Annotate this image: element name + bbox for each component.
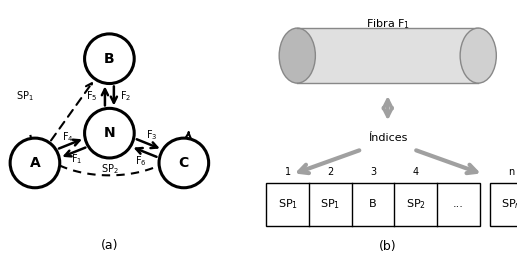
Text: F$_3$: F$_3$ xyxy=(146,128,158,141)
Text: ...: ... xyxy=(453,199,464,210)
Text: C: C xyxy=(179,156,189,170)
Text: Fibra F$_1$: Fibra F$_1$ xyxy=(366,17,410,31)
Text: SP$_1$: SP$_1$ xyxy=(320,197,340,211)
Text: F$_4$: F$_4$ xyxy=(62,130,73,144)
Text: F$_6$: F$_6$ xyxy=(135,154,147,168)
Circle shape xyxy=(85,34,134,83)
Text: SP$_2$: SP$_2$ xyxy=(100,162,118,176)
Text: (a): (a) xyxy=(101,239,118,252)
Text: 1: 1 xyxy=(284,167,291,177)
Text: 4: 4 xyxy=(413,167,419,177)
Bar xyxy=(266,183,480,226)
Text: N: N xyxy=(103,126,115,140)
Polygon shape xyxy=(297,28,478,83)
Text: 3: 3 xyxy=(370,167,376,177)
Text: F$_1$: F$_1$ xyxy=(71,152,82,166)
Bar xyxy=(490,183,517,226)
Text: Índices: Índices xyxy=(368,133,407,143)
Text: A: A xyxy=(29,156,40,170)
Text: F$_5$: F$_5$ xyxy=(85,89,97,103)
Text: SP$_2$: SP$_2$ xyxy=(405,197,425,211)
Text: 2: 2 xyxy=(327,167,333,177)
Text: SP$_n$: SP$_n$ xyxy=(501,197,517,211)
Circle shape xyxy=(10,138,60,188)
Text: B: B xyxy=(104,52,115,66)
Text: (b): (b) xyxy=(379,240,397,253)
Circle shape xyxy=(159,138,209,188)
Text: F$_2$: F$_2$ xyxy=(120,89,131,103)
Text: B: B xyxy=(369,199,377,210)
Ellipse shape xyxy=(460,28,496,83)
Ellipse shape xyxy=(279,28,315,83)
Text: SP$_1$: SP$_1$ xyxy=(16,89,34,103)
Circle shape xyxy=(85,108,134,158)
Text: SP$_1$: SP$_1$ xyxy=(278,197,298,211)
Text: n: n xyxy=(508,167,514,177)
